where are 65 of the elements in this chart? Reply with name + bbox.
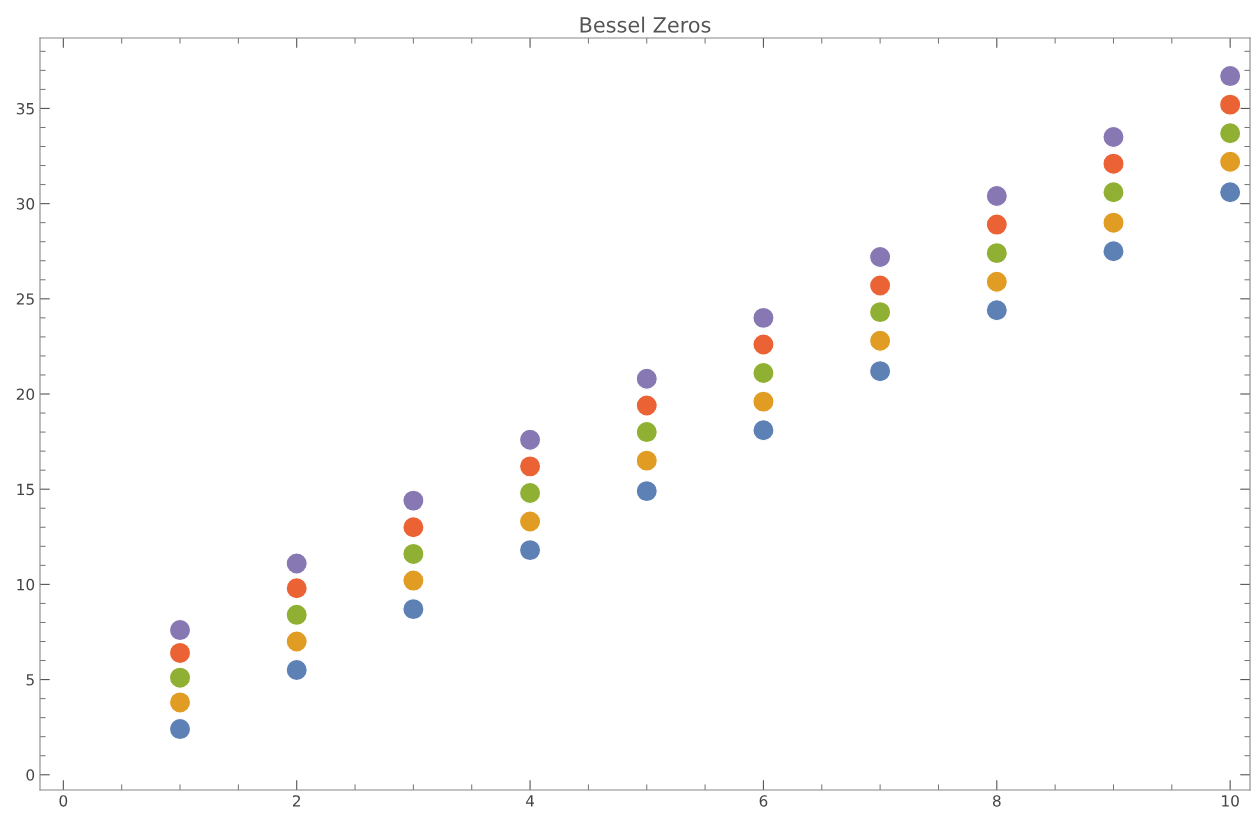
- point: [635, 480, 658, 503]
- point: [168, 691, 192, 714]
- point: [285, 658, 308, 682]
- point: [1102, 125, 1125, 149]
- point: [402, 489, 425, 512]
- point: [285, 630, 308, 653]
- point: [985, 299, 1008, 322]
- point: [985, 213, 1008, 236]
- y-tick-label: 10: [17, 578, 35, 591]
- point: [1219, 122, 1242, 145]
- point: [168, 666, 192, 689]
- point: [1219, 181, 1242, 204]
- point: [1102, 211, 1125, 234]
- point: [518, 455, 542, 478]
- point: [285, 603, 308, 626]
- point: [1102, 181, 1125, 204]
- point: [168, 717, 192, 741]
- point: [635, 449, 658, 472]
- y-tick-label: 20: [16, 388, 35, 401]
- point: [518, 481, 542, 505]
- point: [752, 361, 775, 385]
- point: [1102, 152, 1125, 175]
- point: [869, 301, 892, 324]
- point: [869, 329, 892, 352]
- point: [1219, 150, 1242, 173]
- y-tick-label: 15: [17, 483, 34, 496]
- point: [518, 428, 542, 451]
- point: [985, 270, 1008, 293]
- x-tick-label: 10: [1222, 795, 1239, 807]
- x-tick-label: 4: [525, 795, 535, 807]
- point: [518, 510, 542, 533]
- point: [869, 274, 892, 297]
- point: [1219, 64, 1242, 88]
- point: [869, 245, 892, 269]
- y-tick-label: 0: [26, 769, 35, 781]
- point: [635, 394, 658, 417]
- point: [752, 333, 775, 356]
- point: [635, 367, 658, 390]
- point: [285, 552, 308, 575]
- x-tick-label: 2: [292, 795, 301, 807]
- chart-title: Bessel Zeros: [580, 16, 711, 33]
- point: [518, 539, 542, 562]
- point: [168, 618, 192, 642]
- x-tick-label: 6: [759, 795, 768, 807]
- point: [985, 242, 1008, 265]
- point: [402, 516, 425, 539]
- point: [402, 569, 425, 592]
- point: [752, 419, 775, 442]
- x-tick-label: 0: [59, 795, 68, 807]
- point: [635, 420, 658, 444]
- y-tick-label: 35: [16, 102, 34, 115]
- point: [752, 306, 775, 329]
- point: [985, 184, 1008, 208]
- point: [402, 598, 425, 621]
- point: [402, 542, 425, 566]
- x-tick-label: 8: [992, 795, 1001, 807]
- point: [1102, 240, 1125, 263]
- point: [168, 641, 192, 665]
- point: [1219, 93, 1242, 116]
- y-tick-label: 25: [16, 293, 34, 305]
- point: [869, 360, 892, 383]
- y-tick-label: 30: [16, 198, 35, 210]
- y-tick-label: 5: [26, 674, 34, 686]
- point: [752, 390, 775, 413]
- point: [285, 577, 308, 600]
